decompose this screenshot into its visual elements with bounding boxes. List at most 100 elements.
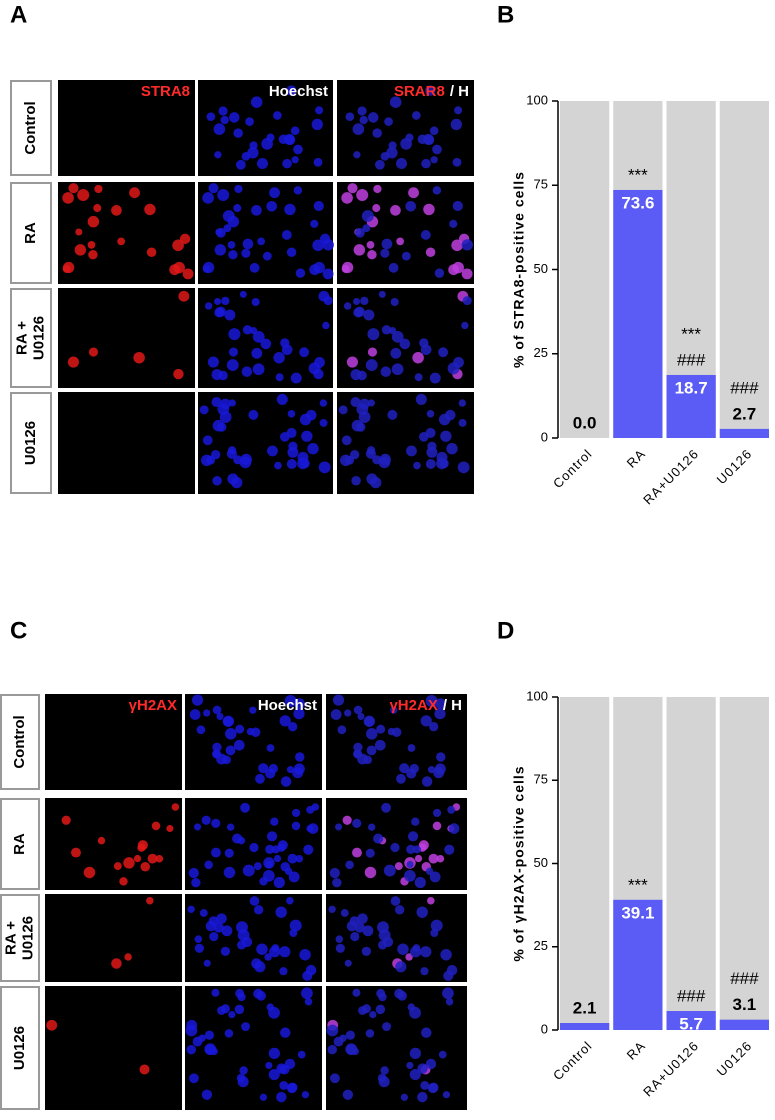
nucleus — [409, 1068, 421, 1081]
nucleus — [212, 742, 222, 752]
nucleus — [390, 297, 399, 307]
nucleus — [343, 302, 352, 310]
nucleus — [224, 848, 234, 858]
y-tick-label: 25 — [534, 345, 548, 360]
nucleus — [335, 935, 344, 944]
row-label-line: U0126 — [30, 316, 47, 360]
nucleus — [213, 123, 226, 135]
nucleus — [404, 869, 416, 882]
nucleus — [418, 431, 429, 442]
nucleus — [330, 1073, 340, 1084]
nucleus — [211, 397, 222, 408]
nucleus — [430, 919, 443, 932]
nucleus — [279, 967, 288, 976]
y-tick-label: 75 — [534, 772, 548, 787]
row-label-line: Control — [22, 101, 39, 154]
row-label-line: RA + — [13, 321, 30, 355]
nucleus — [418, 840, 429, 851]
column-header-part: SRAR8 — [394, 83, 445, 100]
nucleus — [265, 860, 273, 868]
nucleus — [71, 847, 81, 858]
nucleus — [214, 297, 222, 305]
x-tick-label: RA — [624, 1038, 649, 1063]
nucleus — [421, 1027, 432, 1038]
nucleus — [414, 373, 423, 382]
nucleus — [335, 823, 343, 831]
bar — [613, 899, 663, 1030]
nucleus — [381, 802, 391, 813]
nucleus — [438, 1050, 447, 1059]
nucleus — [380, 1066, 389, 1075]
nucleus — [224, 309, 236, 321]
nucleus — [194, 823, 202, 831]
nucleus — [46, 1019, 58, 1031]
nucleus — [330, 709, 342, 720]
nucleus — [432, 808, 442, 818]
nucleus — [430, 156, 438, 164]
column-header: Hoechst — [269, 83, 328, 100]
micrograph — [45, 798, 182, 890]
nucleus — [338, 405, 348, 415]
row-label: RA + U0126 — [2, 916, 36, 960]
nucleus — [405, 200, 417, 212]
nucleus — [241, 366, 253, 377]
bar — [719, 1019, 769, 1030]
nucleus — [289, 919, 302, 932]
value-label: 3.1 — [733, 995, 757, 1014]
nucleus — [364, 866, 377, 879]
nucleus — [155, 854, 164, 863]
nucleus — [352, 988, 361, 997]
nucleus — [350, 931, 360, 942]
nucleus — [425, 459, 436, 470]
nucleus — [212, 705, 222, 715]
nucleus — [435, 698, 447, 710]
nucleus — [458, 399, 467, 407]
nucleus — [444, 844, 455, 855]
nucleus — [273, 876, 285, 889]
nucleus — [434, 268, 445, 278]
nucleus — [225, 745, 236, 756]
nucleus — [326, 1024, 339, 1037]
nucleus — [448, 823, 460, 834]
nucleus — [427, 896, 435, 905]
nucleus — [390, 842, 400, 853]
nucleus — [322, 268, 334, 280]
nucleus — [350, 369, 362, 381]
nucleus — [235, 159, 246, 170]
nucleus — [88, 347, 99, 357]
nucleus — [250, 96, 263, 108]
nucleus — [225, 728, 237, 740]
nucleus — [203, 959, 211, 967]
nucleus — [191, 877, 201, 888]
nucleus — [207, 356, 219, 368]
nucleus — [282, 158, 292, 169]
nucleus — [409, 1006, 421, 1019]
nucleus — [307, 443, 319, 455]
nucleus — [269, 946, 281, 958]
nucleus — [306, 805, 315, 814]
y-tick-label: 100 — [526, 688, 548, 703]
nucleus — [214, 151, 222, 159]
nucleus — [220, 398, 231, 410]
nucleus — [394, 988, 404, 999]
nucleus — [327, 1044, 337, 1055]
nucleus — [444, 409, 456, 421]
nucleus — [202, 435, 213, 446]
y-tick-label: 100 — [526, 92, 548, 107]
nucleus — [425, 85, 436, 96]
nucleus — [366, 728, 378, 740]
micrograph — [185, 894, 322, 982]
nucleus — [204, 860, 213, 870]
nucleus — [146, 247, 157, 258]
nucleus — [201, 815, 211, 825]
nucleus — [361, 210, 374, 223]
nucleus — [430, 929, 439, 938]
nucleus — [410, 946, 422, 958]
bar — [613, 189, 663, 438]
significance-mark: *** — [628, 165, 648, 184]
nucleus — [93, 204, 102, 213]
nucleus — [372, 128, 382, 138]
nucleus — [347, 183, 358, 194]
nucleus — [376, 724, 386, 734]
nucleus — [268, 1047, 281, 1059]
